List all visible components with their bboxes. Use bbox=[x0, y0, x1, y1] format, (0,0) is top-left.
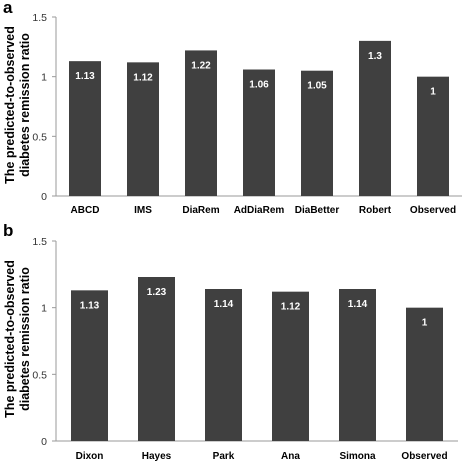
panel-a-data-label: 1.3 bbox=[368, 51, 382, 62]
panel-b-data-label: 1 bbox=[422, 318, 428, 329]
panel-a-data-label: 1 bbox=[430, 87, 436, 98]
panel-b-category-label: Ana bbox=[281, 451, 300, 462]
panel-a-category-label: ABCD bbox=[71, 205, 100, 216]
panel-b-ylabel-line1: The predicted-to-observed bbox=[3, 260, 17, 418]
panel-a-y-tick-label: 0 bbox=[41, 191, 47, 203]
panel-a-data-label: 1.22 bbox=[191, 60, 211, 71]
panel-b-data-label: 1.23 bbox=[147, 287, 167, 298]
panel-b-data-label: 1.13 bbox=[80, 300, 100, 311]
panel-b-data-label: 1.14 bbox=[214, 299, 234, 310]
panel-a-bar bbox=[359, 40, 391, 196]
panel-a-category-label: Observed bbox=[410, 205, 456, 216]
panel-b-bar bbox=[205, 289, 242, 441]
panel-a-y-tick-label: 1.5 bbox=[32, 12, 47, 24]
panel-b-letter: b bbox=[3, 221, 13, 240]
panel-b-data-label: 1.12 bbox=[281, 302, 301, 313]
panel-b-y-tick-label: 0 bbox=[41, 436, 47, 448]
panel-a-bar bbox=[185, 50, 217, 197]
panel-a-y-tick-label: 1 bbox=[41, 72, 47, 84]
panel-a-ylabel-line1: The predicted-to-observed bbox=[3, 26, 17, 184]
panel-b-bar bbox=[339, 289, 376, 441]
panel-b-plot: 0 0.5 1 1.5 1.13 Dixon 1.23 Hayes 1.14 Park 1.12 An… bbox=[32, 236, 458, 462]
panel-b-y-tick-label: 1.5 bbox=[32, 236, 47, 248]
panel-a-category-label: DiaBetter bbox=[295, 205, 340, 216]
panel-a-bar bbox=[417, 76, 449, 196]
panel-b-category-label: Dixon bbox=[76, 451, 104, 462]
panel-b-bar bbox=[272, 291, 309, 441]
panel-a-letter: a bbox=[3, 0, 13, 17]
panel-a-plot: 0 0.5 1 1.5 1.13 ABCD 1.12 IMS 1.22 DiaRem 1.06 AdD… bbox=[32, 12, 462, 216]
panel-b-category-label: Observed bbox=[401, 451, 447, 462]
panel-a-category-label: DiaRem bbox=[182, 205, 219, 216]
panel-a-data-label: 1.12 bbox=[133, 72, 153, 83]
panel-a-data-label: 1.05 bbox=[307, 81, 327, 92]
panel-a-bar bbox=[243, 69, 275, 196]
panel-b-y-tick-label: 1 bbox=[41, 303, 47, 315]
panel-b-bar bbox=[406, 307, 443, 441]
panel-b-category-label: Simona bbox=[339, 451, 376, 462]
panel-b-category-label: Hayes bbox=[142, 451, 172, 462]
panel-a-ylabel-line2: diabetes remission ratio bbox=[18, 33, 32, 177]
panel-b-bar bbox=[71, 290, 108, 441]
panel-a-category-label: IMS bbox=[134, 205, 152, 216]
panel-b-bar bbox=[138, 277, 175, 441]
panel-a-category-label: Robert bbox=[359, 205, 392, 216]
panel-b-category-label: Park bbox=[213, 451, 235, 462]
panel-b: b The predicted-to-observed diabetes rem… bbox=[3, 221, 458, 462]
panel-b-y-tick-label: 0.5 bbox=[32, 369, 47, 381]
panel-b-ylabel-line2: diabetes remission ratio bbox=[18, 267, 32, 411]
panel-a-data-label: 1.06 bbox=[249, 80, 269, 91]
panel-a-y-tick-label: 0.5 bbox=[32, 131, 47, 143]
panel-a-category-label: AdDiaRem bbox=[234, 205, 285, 216]
panel-a-bar bbox=[127, 62, 159, 197]
panel-a-bar bbox=[301, 70, 333, 196]
panel-a-bar bbox=[69, 61, 101, 196]
panel-b-data-label: 1.14 bbox=[348, 299, 368, 310]
panel-a: a The predicted-to-observed diabetes rem… bbox=[3, 0, 462, 216]
panel-a-data-label: 1.13 bbox=[75, 71, 95, 82]
